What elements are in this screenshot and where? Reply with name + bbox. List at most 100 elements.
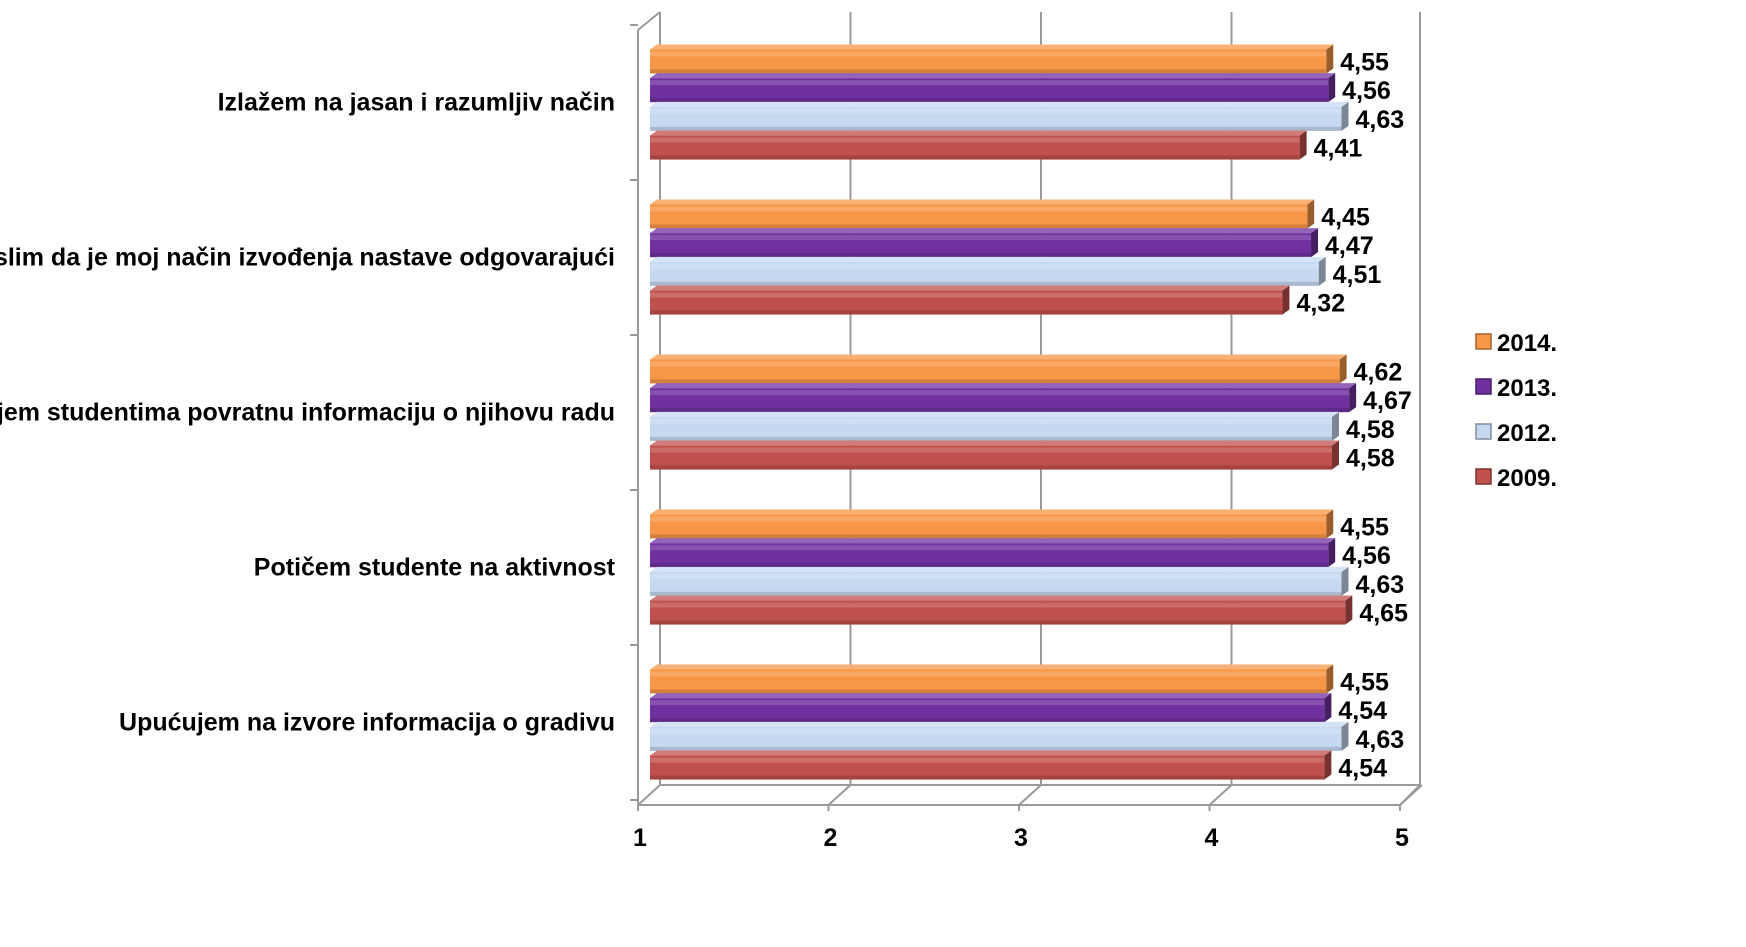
bar [650, 538, 1336, 568]
bar-highlight [650, 206, 1308, 212]
bar-top-face [650, 354, 1347, 360]
bar-highlight [650, 292, 1283, 298]
value-label: 4,63 [1356, 726, 1405, 754]
bar-top-face [650, 228, 1319, 234]
bar-top-face [650, 750, 1332, 756]
bar-top-face [650, 595, 1353, 601]
bar [650, 383, 1357, 413]
bar-top-face [650, 383, 1357, 389]
chart-legend: 2014. 2013. 2012. 2009. [1475, 330, 1557, 492]
bar [650, 664, 1334, 694]
bar-top-face [650, 44, 1334, 50]
category-label: Mislim da je moj način izvođenja nastave… [0, 244, 615, 272]
value-label: 4,54 [1338, 697, 1387, 725]
bar-end-face [1326, 44, 1334, 74]
value-label: 4,58 [1346, 445, 1395, 473]
value-label: 4,55 [1340, 513, 1389, 541]
bar-highlight [650, 700, 1325, 706]
bar [650, 130, 1307, 160]
bar [650, 256, 1326, 286]
bar-top-face [650, 693, 1332, 699]
bar-end-face [1326, 664, 1334, 694]
bar [650, 750, 1332, 780]
bar-highlight [650, 80, 1329, 86]
bar-top-face [650, 509, 1334, 515]
value-label: 4,47 [1325, 232, 1374, 260]
bar-shadow [650, 155, 1300, 160]
legend-label: 2009. [1497, 465, 1557, 492]
value-label: 4,51 [1333, 261, 1382, 289]
bar-top-face [650, 664, 1334, 670]
left-wall-top-edge [637, 11, 661, 31]
bar-highlight [650, 263, 1319, 269]
bar-shadow [650, 436, 1332, 441]
legend-swatch [1475, 468, 1492, 485]
bar-highlight [650, 418, 1332, 424]
value-label: 4,62 [1354, 358, 1403, 386]
legend-item: 2014. [1475, 330, 1557, 357]
bar-shadow [650, 253, 1312, 258]
value-label: 4,67 [1363, 387, 1412, 415]
bar-top-face [650, 566, 1349, 572]
bar-shadow [650, 718, 1325, 723]
bar-shadow [650, 379, 1340, 384]
bar-end-face [1282, 285, 1290, 315]
bar-highlight [650, 390, 1350, 396]
bar-top-face [650, 538, 1336, 544]
bar [650, 228, 1319, 258]
category-label: Dajem studentima povratnu informaciju o … [0, 399, 615, 427]
bar-top-face [650, 256, 1326, 262]
value-label: 4,65 [1359, 600, 1408, 628]
bar-highlight [650, 108, 1342, 114]
bar-top-face [650, 411, 1339, 417]
bar-top-face [650, 721, 1349, 727]
bar [650, 440, 1339, 470]
bar [650, 566, 1349, 596]
bar-highlight [650, 545, 1329, 551]
bar-shadow [650, 310, 1283, 315]
bar-end-face [1318, 256, 1326, 286]
bar [650, 411, 1339, 441]
bar [650, 721, 1349, 751]
bar-highlight [650, 51, 1327, 57]
legend-label: 2014. [1497, 330, 1557, 357]
bar-shadow [650, 465, 1332, 470]
value-label: 4,45 [1321, 203, 1370, 231]
value-label: 4,54 [1338, 755, 1387, 783]
x-tick-label: 3 [1014, 824, 1028, 852]
bar-shadow [650, 69, 1327, 74]
bar-shadow [650, 281, 1319, 286]
floor-gridline [637, 784, 661, 806]
legend-swatch [1475, 423, 1492, 440]
bar-end-face [1328, 538, 1336, 568]
bar-shadow [650, 620, 1346, 625]
value-label: 4,63 [1356, 571, 1405, 599]
floor-gridline [827, 784, 852, 806]
floor-gridline [1399, 784, 1423, 806]
value-label: 4,56 [1342, 77, 1391, 105]
x-tick-label: 1 [633, 824, 647, 852]
bar-end-face [1311, 228, 1319, 258]
category-label: Potičem studente na aktivnost [254, 554, 616, 582]
bar-end-face [1326, 509, 1334, 539]
bar-top-face [650, 101, 1349, 107]
value-label: 4,63 [1356, 106, 1405, 134]
bar-shadow [650, 98, 1329, 103]
bar-end-face [1331, 440, 1339, 470]
bar-highlight [650, 235, 1312, 241]
bar [650, 199, 1315, 229]
chart-x-tick-labels: 1 2 3 4 5 [633, 824, 1409, 852]
legend-label: 2013. [1497, 375, 1557, 402]
x-tick-label: 5 [1395, 824, 1409, 852]
bar-end-face [1339, 354, 1347, 384]
value-label: 4,55 [1340, 48, 1389, 76]
bar-highlight [650, 573, 1342, 579]
floor-gridline [1208, 784, 1233, 806]
legend-swatch [1475, 378, 1492, 395]
bar-shadow [650, 591, 1342, 596]
legend-item: 2009. [1475, 465, 1557, 492]
bar [650, 285, 1290, 315]
bar-top-face [650, 73, 1336, 79]
chart-category-labels: Izlažem na jasan i razumljiv način Mislim… [0, 89, 616, 737]
chart-value-labels: 4,554,564,634,414,454,474,514,324,624,67… [1296, 48, 1411, 782]
